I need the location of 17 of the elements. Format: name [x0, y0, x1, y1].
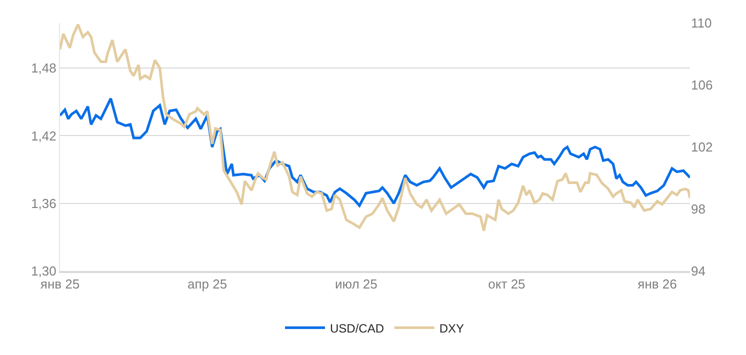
legend-label: DXY: [439, 321, 464, 336]
x-tick-label: янв 25: [40, 276, 80, 292]
y2-tick-label: 106: [691, 78, 713, 93]
x-tick-label: апр 25: [187, 276, 228, 292]
y2-tick-label: 94: [691, 264, 706, 279]
line-series: [60, 23, 690, 232]
y-tick-label: 1,48: [31, 60, 56, 76]
x-tick-label: янв 26: [638, 276, 677, 292]
y-tick-label: 1,30: [31, 264, 56, 279]
x-tick-label: окт 25: [488, 276, 526, 292]
y-tick-label: 1,42: [31, 128, 56, 144]
y2-tick-label: 110: [691, 16, 712, 31]
y2-tick-label: 98: [691, 202, 706, 217]
y2-tick-label: 102: [691, 140, 713, 155]
x-tick-label: июл 25: [334, 276, 378, 292]
legend-label: USD/CAD: [330, 321, 384, 336]
y-tick-label: 1,36: [31, 196, 56, 211]
